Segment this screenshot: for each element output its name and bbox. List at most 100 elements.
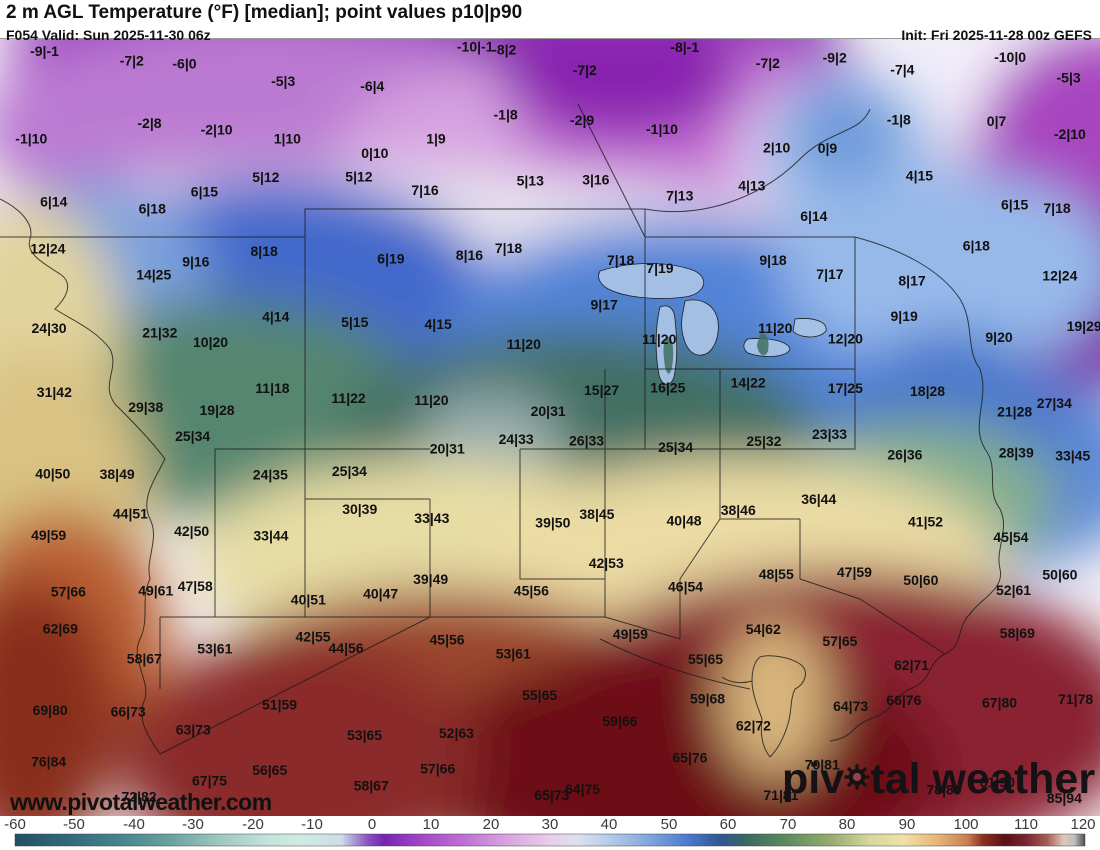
svg-text:38|45: 38|45	[579, 506, 614, 522]
svg-text:19|28: 19|28	[200, 402, 235, 418]
svg-text:69|80: 69|80	[33, 702, 68, 718]
svg-text:5|12: 5|12	[345, 168, 372, 184]
svg-text:20|31: 20|31	[430, 440, 465, 456]
svg-text:41|52: 41|52	[908, 514, 943, 530]
svg-text:33|45: 33|45	[1055, 448, 1090, 464]
svg-text:12|24: 12|24	[1042, 267, 1077, 283]
svg-text:67|75: 67|75	[192, 773, 227, 789]
svg-text:11|20: 11|20	[414, 392, 449, 408]
svg-text:47|58: 47|58	[178, 578, 213, 594]
svg-text:8|17: 8|17	[898, 273, 925, 289]
svg-text:25|34: 25|34	[332, 463, 367, 479]
svg-text:-60: -60	[4, 816, 26, 833]
svg-text:0|10: 0|10	[361, 145, 388, 161]
svg-text:70: 70	[780, 816, 797, 833]
svg-text:6|14: 6|14	[800, 208, 827, 224]
svg-text:30: 30	[542, 816, 559, 833]
svg-text:-1|8: -1|8	[494, 106, 518, 122]
svg-text:-9|2: -9|2	[823, 50, 847, 66]
svg-text:11|22: 11|22	[331, 390, 366, 406]
svg-text:-1|10: -1|10	[15, 131, 47, 147]
svg-text:66|73: 66|73	[111, 704, 146, 720]
svg-text:58|67: 58|67	[354, 777, 389, 793]
svg-text:17|25: 17|25	[828, 380, 863, 396]
svg-text:15|27: 15|27	[584, 382, 619, 398]
svg-text:9|16: 9|16	[182, 254, 209, 270]
svg-text:50|60: 50|60	[1042, 566, 1077, 582]
svg-text:-2|10: -2|10	[1054, 126, 1086, 142]
svg-text:7|18: 7|18	[495, 240, 522, 256]
svg-text:1|9: 1|9	[426, 131, 446, 147]
svg-text:120: 120	[1070, 816, 1095, 833]
svg-text:1|10: 1|10	[274, 131, 301, 147]
svg-text:-5|3: -5|3	[271, 73, 295, 89]
svg-text:24|30: 24|30	[32, 320, 67, 336]
svg-text:71|78: 71|78	[1058, 691, 1093, 707]
svg-text:8|18: 8|18	[251, 243, 278, 259]
svg-text:49|59: 49|59	[31, 527, 66, 543]
svg-text:10|20: 10|20	[193, 334, 228, 350]
svg-text:4|13: 4|13	[738, 178, 765, 194]
svg-text:40: 40	[601, 816, 618, 833]
svg-text:44|56: 44|56	[329, 640, 364, 656]
svg-text:3|16: 3|16	[582, 172, 609, 188]
svg-text:18|28: 18|28	[910, 383, 945, 399]
svg-text:16|25: 16|25	[650, 380, 685, 396]
svg-text:51|59: 51|59	[262, 696, 297, 712]
svg-text:0|9: 0|9	[818, 140, 838, 156]
svg-text:26|33: 26|33	[569, 433, 604, 449]
svg-text:-1|10: -1|10	[646, 121, 678, 137]
svg-text:-9|-1: -9|-1	[30, 43, 59, 59]
svg-text:62|71: 62|71	[894, 657, 929, 673]
svg-text:-20: -20	[242, 816, 264, 833]
svg-text:-1|8: -1|8	[887, 112, 911, 128]
svg-text:56|65: 56|65	[252, 762, 287, 778]
svg-text:48|55: 48|55	[759, 566, 794, 582]
svg-text:-5|3: -5|3	[1057, 70, 1081, 86]
svg-text:52|61: 52|61	[996, 582, 1031, 598]
svg-text:-30: -30	[182, 816, 204, 833]
svg-text:25|34: 25|34	[175, 428, 210, 444]
svg-text:64|75: 64|75	[565, 781, 600, 797]
svg-text:-40: -40	[123, 816, 145, 833]
svg-text:10: 10	[423, 816, 440, 833]
svg-text:11|18: 11|18	[255, 380, 290, 396]
svg-text:100: 100	[953, 816, 978, 833]
svg-text:52|63: 52|63	[439, 725, 474, 741]
svg-text:9|19: 9|19	[891, 308, 918, 324]
svg-text:58|69: 58|69	[1000, 625, 1035, 641]
svg-text:29|38: 29|38	[128, 399, 163, 415]
svg-text:5|13: 5|13	[517, 173, 544, 189]
svg-text:-7|2: -7|2	[573, 62, 597, 78]
svg-text:39|50: 39|50	[535, 514, 570, 530]
svg-text:4|15: 4|15	[906, 167, 933, 183]
svg-text:53|61: 53|61	[197, 640, 232, 656]
svg-text:62|69: 62|69	[43, 621, 78, 637]
svg-text:40|51: 40|51	[291, 591, 326, 607]
svg-text:59|66: 59|66	[602, 713, 637, 729]
svg-text:42|55: 42|55	[296, 629, 331, 645]
svg-text:59|68: 59|68	[690, 690, 725, 706]
svg-text:6|15: 6|15	[191, 184, 218, 200]
svg-text:12|24: 12|24	[30, 241, 65, 257]
svg-text:7|18: 7|18	[607, 252, 634, 268]
svg-text:67|80: 67|80	[982, 694, 1017, 710]
svg-text:28|39: 28|39	[999, 444, 1034, 460]
svg-text:6|19: 6|19	[377, 251, 404, 267]
svg-text:7|19: 7|19	[646, 260, 673, 276]
svg-text:20: 20	[483, 816, 500, 833]
svg-text:47|59: 47|59	[837, 564, 872, 580]
svg-text:-2|8: -2|8	[137, 115, 161, 131]
svg-text:90: 90	[899, 816, 916, 833]
svg-text:58|67: 58|67	[127, 650, 162, 666]
svg-text:57|66: 57|66	[420, 761, 455, 777]
svg-text:8|16: 8|16	[456, 247, 483, 263]
svg-text:23|33: 23|33	[812, 426, 847, 442]
svg-text:0: 0	[368, 816, 376, 833]
svg-text:-10|-1: -10|-1	[457, 39, 494, 55]
svg-text:60: 60	[720, 816, 737, 833]
svg-text:-7|2: -7|2	[120, 53, 144, 69]
svg-text:pivotal weather: pivotal weather	[782, 758, 1095, 803]
svg-text:9|17: 9|17	[591, 297, 618, 313]
svg-text:33|43: 33|43	[414, 510, 449, 526]
